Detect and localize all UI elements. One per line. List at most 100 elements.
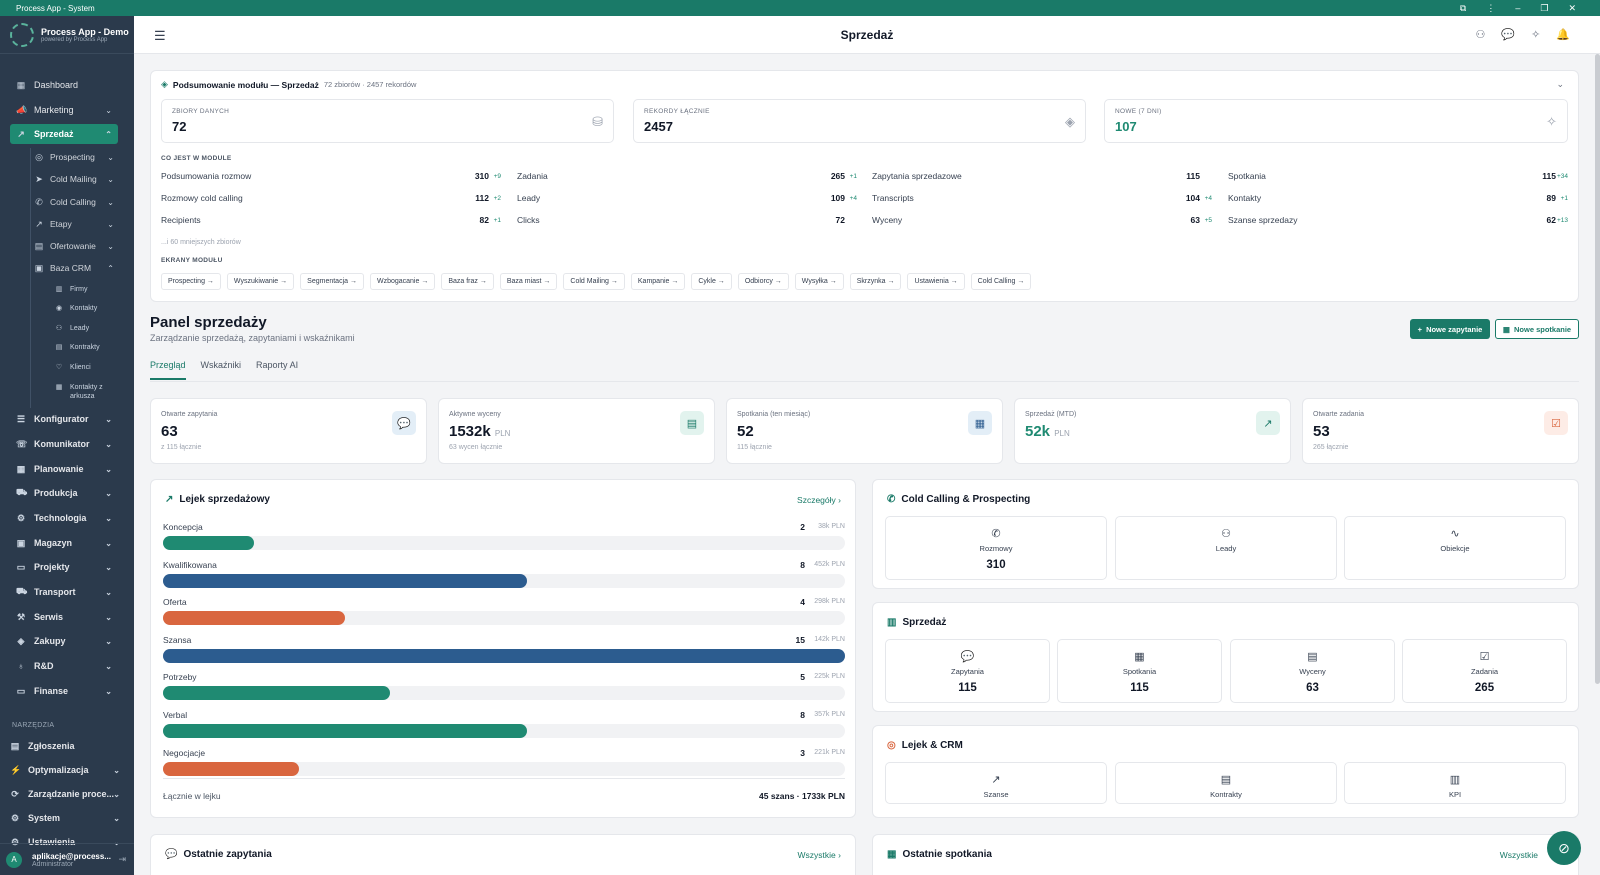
sidebar-item-sub[interactable]: ◎ Prospecting ⌄ [28,147,120,167]
sidebar-item-sub[interactable]: ▤ Ofertowanie ⌄ [28,236,120,256]
all-meetings-link[interactable]: Wszystkie [1500,850,1538,860]
sidebar-item-tool[interactable]: ⚡ Optymalizacja ⌄ [4,760,126,780]
module-dataset-row[interactable]: Leady 109 +4 [517,193,857,207]
sidebar-item-marketing[interactable]: 📣 Marketing ⌄ [10,100,118,120]
sidebar-item-dashboard[interactable]: ▦ Dashboard [10,75,118,95]
module-screen-chip[interactable]: Cold Mailing → [563,273,625,290]
sidebar-item-tool[interactable]: ⟳ Zarządzanie proce... ⌄ [4,784,126,804]
module-screen-chip[interactable]: Baza fraz → [441,273,494,290]
sidebar-item-module[interactable]: ⛟ Transport ⌄ [10,582,118,602]
sidebar-item-module[interactable]: ☰ Konfigurator ⌄ [10,409,118,429]
funnel-stage[interactable]: Potrzeby 5 225k PLN [163,672,845,706]
sidebar-item-module[interactable]: ▭ Projekty ⌄ [10,557,118,577]
more-icon[interactable]: ⋮ [1486,2,1496,13]
funnel-stage[interactable]: Kwalifikowana 8 452k PLN [163,560,845,594]
funnel-stage[interactable]: Szansa 15 142k PLN [163,635,845,669]
sidebar-item-module[interactable]: ⚙ Technologia ⌄ [10,508,118,528]
tab-overview[interactable]: Przegląd [150,360,186,380]
sidebar-item-module[interactable]: ⚒ Serwis ⌄ [10,607,118,627]
sidebar-item-sprzedaz[interactable]: ↗ Sprzedaż ⌃ [10,124,118,144]
sidebar-item-module[interactable]: ▦ Planowanie ⌄ [10,459,118,479]
module-dataset-row[interactable]: Spotkania 115 +34 [1228,171,1568,185]
all-requests-link[interactable]: Wszystkie › [798,850,841,860]
module-screen-chip[interactable]: Ustawienia → [907,273,965,290]
cold-tile[interactable]: ∿ Obiekcje [1344,516,1566,580]
funnel-details-link[interactable]: Szczegóły › [797,495,841,505]
sidebar-item-tool[interactable]: ⚙ System ⌄ [4,808,126,828]
funnel-stage[interactable]: Verbal 8 357k PLN [163,710,845,744]
module-dataset-row[interactable]: Clicks 72 [517,215,857,229]
module-screen-chip[interactable]: Skrzynka → [849,273,902,290]
module-dataset-row[interactable]: Transcripts 104 +4 [872,193,1212,207]
module-dataset-row[interactable]: Kontakty 89 +1 [1228,193,1568,207]
module-screen-chip[interactable]: Wysyłka → [794,273,844,290]
user-profile[interactable]: A aplikacje@process... Administrator ⇥ [0,843,134,875]
crm-tile[interactable]: ▤ Kontrakty [1115,762,1337,804]
module-screen-chip[interactable]: Segmentacja → [300,273,364,290]
sidebar-item-crm[interactable]: ▥ Firmy [48,280,118,298]
bell-icon[interactable]: 🔔 [1556,29,1570,41]
chat-icon[interactable]: 💬 [1501,29,1516,41]
module-dataset-row[interactable]: Rozmowy cold calling 112 +2 [161,193,501,207]
collapse-chevron-icon[interactable]: ⌄ [1556,79,1564,89]
module-screen-chip[interactable]: Prospecting → [161,273,221,290]
restore-icon[interactable]: ❐ [1540,2,1549,13]
sidebar-item-crm[interactable]: ♡ Klienci [48,358,118,376]
sidebar-item-module[interactable]: ♁ R&D ⌄ [10,656,118,676]
sidebar-item-module[interactable]: ▣ Magazyn ⌄ [10,533,118,553]
user-search-icon[interactable]: ⚇ [1475,29,1486,41]
funnel-stage[interactable]: Negocjacje 3 221k PLN [163,748,845,782]
module-screen-chip[interactable]: Kampanie → [630,273,686,290]
funnel-stage[interactable]: Oferta 4 298k PLN [163,597,845,631]
module-screen-chip[interactable]: Odbiorcy → [737,273,789,290]
module-dataset-row[interactable]: Zapytania sprzedazowe 115 [872,171,1212,185]
module-screen-chip[interactable]: Wzbogacanie → [369,273,436,290]
sales-tile[interactable]: ▤ Wyceny 63 [1230,639,1395,703]
module-dataset-row[interactable]: Recipients 82 +1 [161,215,501,229]
sales-tile[interactable]: 💬 Zapytania 115 [885,639,1050,703]
sidebar-item-sub[interactable]: ▣ Baza CRM ⌃ [28,258,120,278]
sidebar-item-tool[interactable]: ⚙ Ustawienia ⌄ [4,832,126,852]
tab-ai-reports[interactable]: Raporty AI [256,360,299,370]
new-meeting-button[interactable]: ▦ Nowe spotkanie [1495,319,1579,339]
crm-tile[interactable]: ↗ Szanse [885,762,1107,804]
sidebar-item-sub[interactable]: ➤ Cold Mailing ⌄ [28,169,120,189]
module-screen-chip[interactable]: Baza miast → [499,273,558,290]
sidebar-item-crm[interactable]: arkusza [48,390,118,402]
sidebar-item-sub[interactable]: ↗ Etapy ⌄ [28,214,120,234]
tab-indicators[interactable]: Wskaźniki [200,360,242,370]
module-dataset-row[interactable]: Wyceny 63 +5 [872,215,1212,229]
sidebar-item-module[interactable]: ▭ Finanse ⌄ [10,681,118,701]
cold-tile[interactable]: ⚇ Leady [1115,516,1337,580]
module-screen-chip[interactable]: Wyszukiwanie → [226,273,295,290]
sidebar-item-crm[interactable]: ▦ Kontakty z [48,378,118,396]
brand[interactable]: Process App - Demo powered by Process Ap… [0,16,134,54]
module-screen-chip[interactable]: Cykle → [691,273,732,290]
assistant-fab-button[interactable]: ⊘ [1547,831,1581,865]
hamburger-menu-icon[interactable]: ☰ [154,28,166,43]
sidebar-item-module[interactable]: ⛟ Produkcja ⌄ [10,483,118,503]
sidebar-item-tool[interactable]: ▤ Zgłoszenia [4,736,126,756]
cold-tile[interactable]: ✆ Rozmowy 310 [885,516,1107,580]
sidebar-item-module[interactable]: ◈ Zakupy ⌄ [10,631,118,651]
crm-tile[interactable]: ▥ KPI [1344,762,1566,804]
sales-tile[interactable]: ☑ Zadania 265 [1402,639,1567,703]
minimize-icon[interactable]: – [1515,3,1521,13]
sidebar-item-sub[interactable]: ✆ Cold Calling ⌄ [28,192,120,212]
extensions-icon[interactable]: ⧉ [1459,2,1467,13]
module-dataset-row[interactable]: Podsumowania rozmow 310 +9 [161,171,501,185]
sidebar-item-crm[interactable]: ◉ Kontakty [48,299,118,317]
sidebar-item-crm[interactable]: ⚇ Leady [48,319,118,337]
logout-icon[interactable]: ⇥ [118,854,126,864]
module-screen-chip[interactable]: Cold Calling → [970,273,1032,290]
sales-tile[interactable]: ▦ Spotkania 115 [1057,639,1222,703]
module-dataset-row[interactable]: Zadania 265 +1 [517,171,857,185]
new-request-button[interactable]: + Nowe zapytanie [1410,319,1490,339]
close-icon[interactable]: ✕ [1568,2,1576,13]
sidebar-item-crm[interactable]: ▤ Kontrakty [48,338,118,356]
module-dataset-row[interactable]: Szanse sprzedazy 62 +13 [1228,215,1568,229]
sparkle-icon[interactable]: ✧ [1531,29,1541,41]
scrollbar[interactable] [1595,54,1600,684]
funnel-stage[interactable]: Koncepcja 2 38k PLN [163,522,845,556]
sidebar-item-module[interactable]: ☏ Komunikator ⌄ [10,434,118,454]
